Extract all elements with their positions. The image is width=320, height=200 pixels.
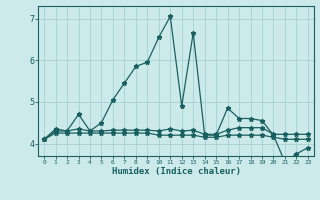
X-axis label: Humidex (Indice chaleur): Humidex (Indice chaleur) <box>111 167 241 176</box>
